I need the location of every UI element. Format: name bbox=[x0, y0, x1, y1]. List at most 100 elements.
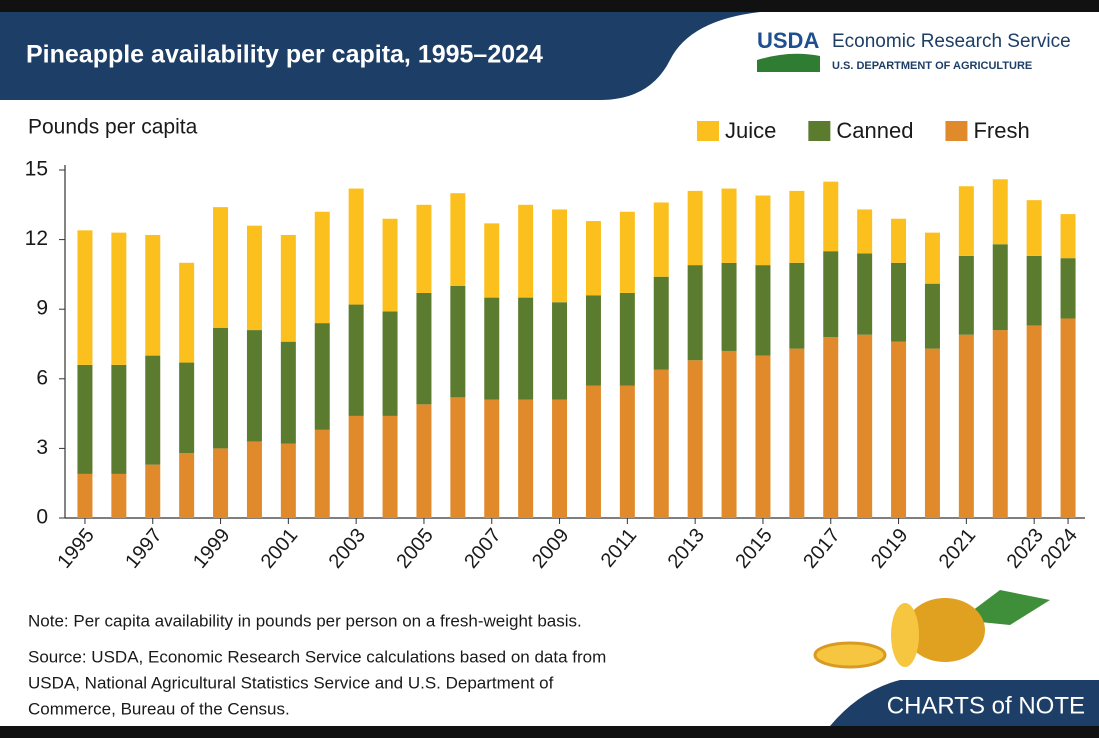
x-tick-label: 2007 bbox=[460, 524, 505, 572]
bar-segment bbox=[1027, 256, 1042, 326]
bar-segment bbox=[179, 453, 194, 518]
bar-segment bbox=[145, 235, 160, 356]
bar-segment bbox=[349, 305, 364, 416]
bar-segment bbox=[281, 444, 296, 518]
bar-segment bbox=[416, 293, 431, 404]
x-tick-label: 2001 bbox=[257, 524, 302, 572]
frame-bottom bbox=[0, 726, 1099, 738]
logo-swoosh bbox=[757, 54, 820, 72]
logo-department: U.S. DEPARTMENT OF AGRICULTURE bbox=[832, 60, 1032, 72]
frame-top bbox=[0, 0, 1099, 12]
legend-swatch bbox=[808, 121, 830, 141]
bar-segment bbox=[247, 226, 262, 330]
bar-segment bbox=[925, 349, 940, 518]
bar-segment bbox=[111, 365, 126, 474]
bar-segment bbox=[586, 295, 601, 385]
bar-segment bbox=[315, 323, 330, 430]
bar-segment bbox=[111, 233, 126, 365]
bar-segment bbox=[688, 265, 703, 360]
bar-segment bbox=[654, 277, 669, 370]
chart-title: Pineapple availability per capita, 1995–… bbox=[26, 41, 543, 69]
bar-segment bbox=[518, 400, 533, 518]
bar-segment bbox=[77, 230, 92, 365]
bar-segment bbox=[586, 221, 601, 295]
legend-swatch bbox=[945, 121, 967, 141]
bar-segment bbox=[993, 179, 1008, 244]
logo-mark: USDA bbox=[757, 28, 819, 53]
bar-segment bbox=[349, 416, 364, 518]
bar-segment bbox=[993, 244, 1008, 330]
x-tick-label: 1997 bbox=[121, 524, 166, 572]
bar-segment bbox=[823, 182, 838, 252]
bar-segment bbox=[823, 337, 838, 518]
bar-segment bbox=[654, 202, 669, 276]
bar-segment bbox=[755, 356, 770, 518]
y-tick-label: 6 bbox=[36, 366, 48, 389]
bar-segment bbox=[755, 196, 770, 266]
bar-segment bbox=[654, 370, 669, 518]
x-tick-label: 1999 bbox=[189, 524, 234, 572]
bar-segment bbox=[1061, 318, 1076, 518]
x-tick-label: 2005 bbox=[392, 524, 437, 572]
bar-segment bbox=[179, 363, 194, 453]
bar-segment bbox=[518, 205, 533, 298]
bar-segment bbox=[959, 256, 974, 335]
bar-segment bbox=[891, 219, 906, 263]
bar-segment bbox=[1061, 214, 1076, 258]
bar-segment bbox=[145, 356, 160, 465]
pineapple-illustration bbox=[815, 590, 1050, 667]
bar-segment bbox=[755, 265, 770, 355]
bar-segment bbox=[281, 235, 296, 342]
bar-segment bbox=[145, 465, 160, 518]
bar-segment bbox=[1027, 325, 1042, 518]
source-line: Commerce, Bureau of the Census. bbox=[28, 699, 290, 718]
y-tick-label: 3 bbox=[36, 436, 48, 459]
y-tick-label: 9 bbox=[36, 297, 48, 320]
legend-label: Juice bbox=[725, 118, 776, 143]
source-line: Source: USDA, Economic Research Service … bbox=[28, 647, 606, 666]
x-tick-label: 2003 bbox=[325, 524, 370, 572]
bar-segment bbox=[281, 342, 296, 444]
bar-segment bbox=[857, 254, 872, 335]
bar-segment bbox=[993, 330, 1008, 518]
bar-segment bbox=[959, 186, 974, 256]
bar-segment bbox=[620, 386, 635, 518]
bar-segment bbox=[891, 342, 906, 518]
x-tick-label: 2023 bbox=[1003, 524, 1048, 572]
chart: Pineapple availability per capita, 1995–… bbox=[0, 0, 1099, 738]
bar-segment bbox=[416, 404, 431, 518]
bar-segment bbox=[111, 474, 126, 518]
bar-segment bbox=[213, 207, 228, 328]
bar-segment bbox=[450, 397, 465, 518]
bar-segment bbox=[484, 400, 499, 518]
bar-segment bbox=[620, 293, 635, 386]
bar-segment bbox=[552, 400, 567, 518]
bar-segment bbox=[484, 223, 499, 297]
bar-segment bbox=[722, 351, 737, 518]
bar-segment bbox=[1027, 200, 1042, 256]
bar-segment bbox=[213, 328, 228, 449]
bar-segment bbox=[789, 191, 804, 263]
bar-segment bbox=[959, 335, 974, 518]
x-tick-label: 2013 bbox=[664, 524, 709, 572]
x-tick-label: 2021 bbox=[935, 524, 980, 572]
bar-segment bbox=[552, 302, 567, 399]
bar-segment bbox=[789, 349, 804, 518]
source-line: USDA, National Agricultural Statistics S… bbox=[28, 673, 554, 692]
branding: CHARTS of NOTE bbox=[887, 692, 1085, 719]
x-tick-label: 2009 bbox=[528, 524, 573, 572]
bar-segment bbox=[484, 298, 499, 400]
bar-segment bbox=[77, 474, 92, 518]
bar-segment bbox=[518, 298, 533, 400]
bar-segment bbox=[688, 191, 703, 265]
bar-segment bbox=[925, 233, 940, 284]
bar-segment bbox=[315, 212, 330, 323]
bar-segment bbox=[247, 441, 262, 518]
bar-segment bbox=[179, 263, 194, 363]
bar-segment bbox=[1061, 258, 1076, 318]
bar-segment bbox=[823, 251, 838, 337]
x-tick-label: 2011 bbox=[597, 524, 642, 571]
x-tick-label: 2019 bbox=[867, 524, 912, 572]
bar-segment bbox=[620, 212, 635, 293]
bar-segment bbox=[450, 193, 465, 286]
